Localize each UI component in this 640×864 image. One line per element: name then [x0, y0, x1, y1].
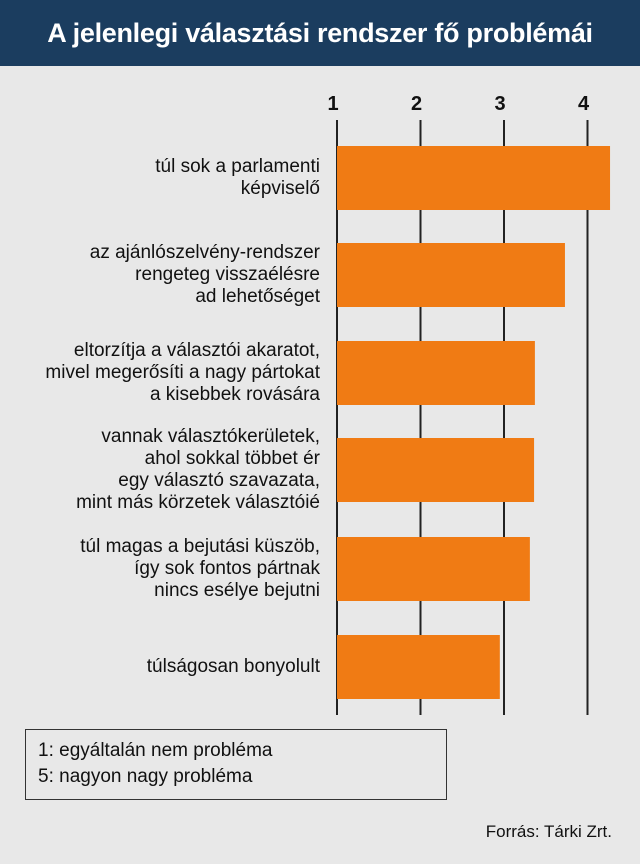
- category-label: túlságosan bonyolult: [146, 656, 320, 677]
- bar-chart: 1 2 3 4: [327, 93, 611, 715]
- category-label: túl sok a parlamenti képviselő: [155, 156, 320, 199]
- category-label: az ajánlószelvény-rendszer rengeteg viss…: [89, 242, 320, 307]
- category-label: eltorzítja a választói akaratot, mivel m…: [45, 340, 320, 405]
- bar: [337, 438, 535, 502]
- bar: [337, 635, 500, 699]
- category-label: túl magas a bejutási küszöb, így sok fon…: [80, 536, 320, 601]
- bar: [337, 146, 611, 210]
- title-bar: [0, 0, 640, 66]
- chart-title: A jelenlegi választási rendszer fő probl…: [47, 18, 593, 48]
- bar: [337, 243, 565, 307]
- x-tick-label: 2: [411, 93, 422, 115]
- bar: [337, 537, 530, 601]
- source-note: Forrás: Tárki Zrt.: [485, 822, 612, 841]
- category-label: vannak választókerületek, ahol sokkal tö…: [76, 426, 320, 513]
- bar: [337, 341, 535, 405]
- legend-item-max: 5: nagyon nagy probléma: [38, 766, 253, 787]
- x-tick-label: 3: [494, 93, 505, 115]
- x-tick-label: 1: [327, 93, 338, 115]
- x-tick-label: 4: [578, 93, 590, 115]
- legend-item-min: 1: egyáltalán nem probléma: [38, 740, 273, 761]
- legend-box: 1: egyáltalán nem probléma 5: nagyon nag…: [25, 729, 447, 800]
